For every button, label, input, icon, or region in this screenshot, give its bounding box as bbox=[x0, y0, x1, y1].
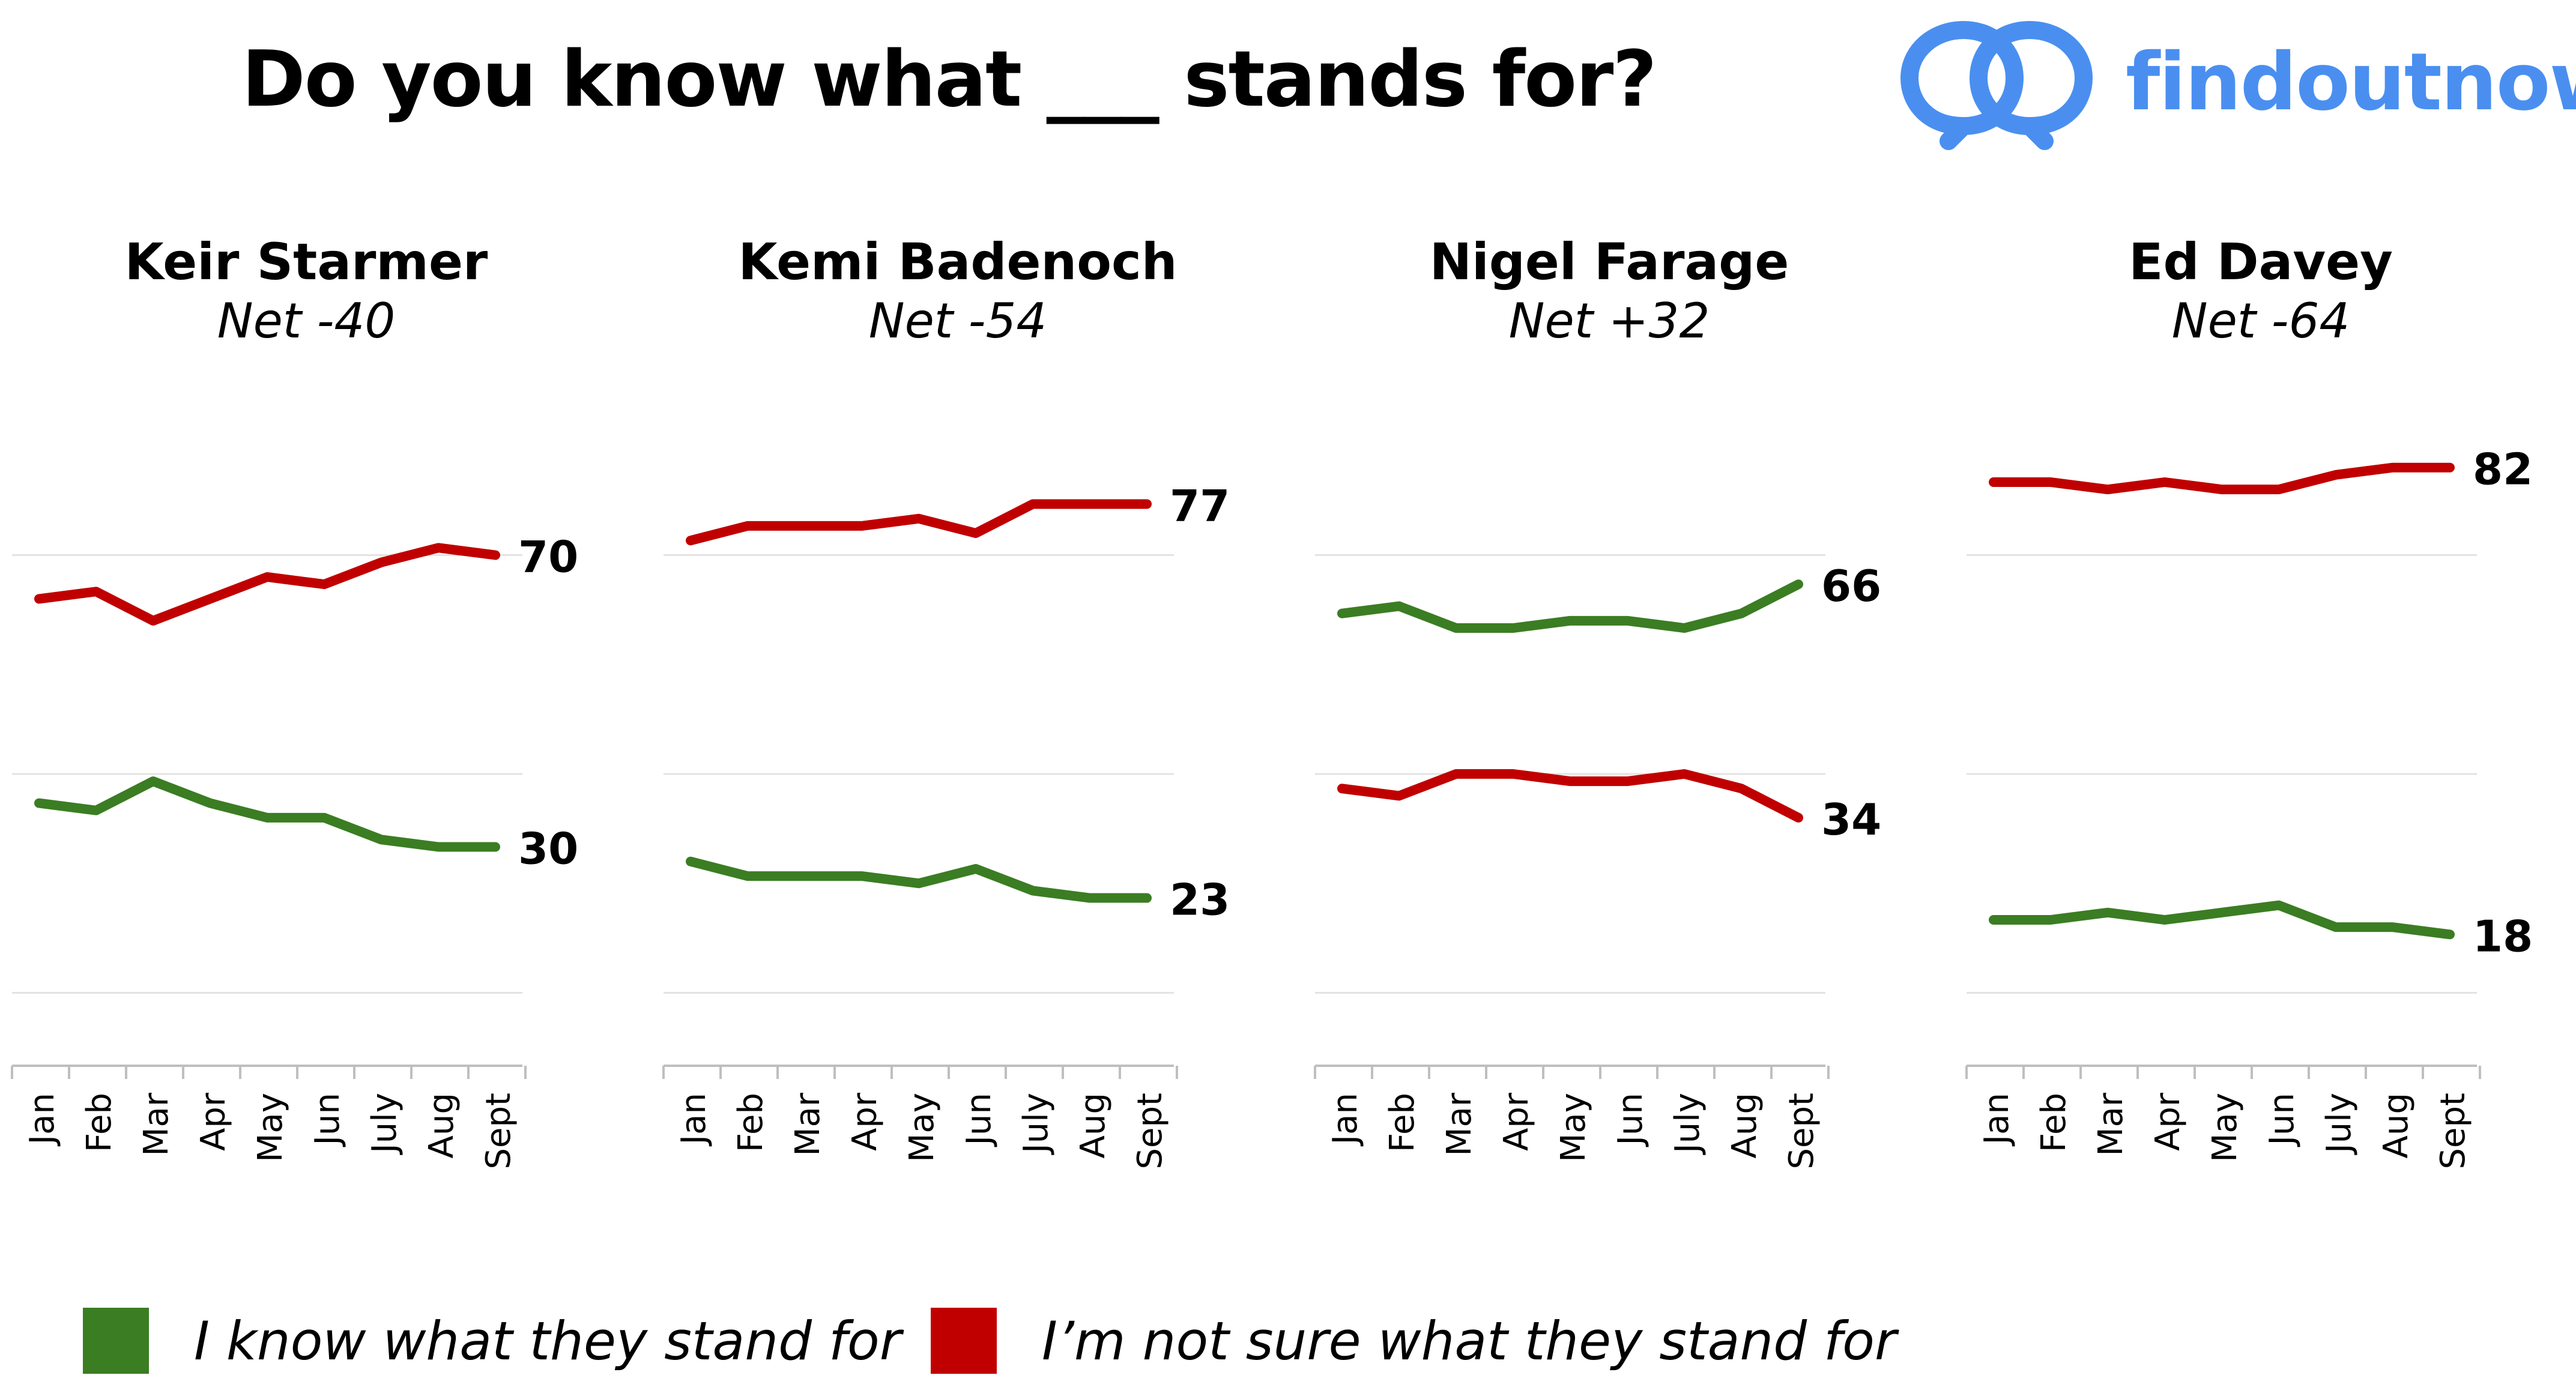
series-line-know bbox=[686, 856, 1152, 903]
x-tick-label: Mar bbox=[2091, 1092, 2130, 1156]
x-tick-label: Feb bbox=[80, 1093, 119, 1152]
x-tick-label: Feb bbox=[731, 1093, 770, 1152]
x-tick-label: Feb bbox=[2034, 1093, 2073, 1152]
chart-title: Nigel Farage bbox=[1430, 232, 1789, 291]
x-tick-label: July bbox=[365, 1093, 404, 1155]
x-tick-label: Jun bbox=[960, 1093, 999, 1147]
x-tick-label: May bbox=[2206, 1093, 2245, 1162]
brand-name: findoutnow bbox=[2126, 36, 2576, 128]
chart-subtitle: Net +32 bbox=[1509, 293, 1710, 349]
speech-bubbles-icon bbox=[1900, 21, 2093, 150]
x-tick-label: Mar bbox=[1440, 1092, 1479, 1156]
page-title: Do you know what ___ stands for? bbox=[241, 35, 1657, 124]
data-label: 34 bbox=[1821, 794, 1881, 845]
x-tick-label: Sept bbox=[1782, 1093, 1821, 1170]
x-tick-label: July bbox=[1668, 1093, 1707, 1155]
data-label: 82 bbox=[2473, 444, 2533, 495]
x-tick-label: Apr bbox=[845, 1092, 884, 1151]
chart-subtitle: Net -54 bbox=[869, 293, 1047, 349]
data-label: 23 bbox=[1170, 875, 1230, 925]
x-tick-label: May bbox=[251, 1093, 290, 1162]
x-tick-label: Jun bbox=[1611, 1093, 1650, 1147]
chart-subtitle: Net -64 bbox=[2172, 293, 2350, 349]
data-label: 66 bbox=[1821, 561, 1881, 611]
chart-title: Ed Davey bbox=[2129, 232, 2393, 291]
legend-label-know: I know what they stand for bbox=[194, 1310, 901, 1372]
legend-swatch-not-sure bbox=[931, 1308, 997, 1374]
series-line-know bbox=[34, 776, 500, 852]
series-line-not-sure bbox=[686, 499, 1152, 546]
series-line-know bbox=[1989, 900, 2455, 940]
brand-logo: findoutnow bbox=[1891, 12, 2576, 150]
x-tick-label: Sept bbox=[2434, 1093, 2473, 1170]
legend-item-not-sure: I’m not sure what they stand for bbox=[931, 1308, 1896, 1374]
x-tick-label: Aug bbox=[422, 1093, 461, 1158]
legend-label-not-sure: I’m not sure what they stand for bbox=[1042, 1310, 1897, 1372]
chart-subtitle: Net -40 bbox=[217, 293, 396, 349]
chart-title: Kemi Badenoch bbox=[738, 232, 1177, 291]
series-line-not-sure bbox=[1989, 462, 2455, 495]
x-tick-label: Mar bbox=[137, 1092, 176, 1156]
x-tick-label: Jan bbox=[23, 1093, 62, 1146]
x-tick-label: May bbox=[903, 1093, 942, 1162]
legend: I know what they stand for I’m not sure … bbox=[0, 1297, 2576, 1387]
x-tick-label: Mar bbox=[788, 1092, 827, 1156]
x-tick-label: Jan bbox=[1326, 1093, 1365, 1146]
x-tick-label: Apr bbox=[2148, 1092, 2187, 1151]
x-tick-label: Aug bbox=[1074, 1093, 1113, 1158]
series-line-know bbox=[1337, 579, 1803, 633]
x-tick-label: Feb bbox=[1383, 1093, 1422, 1152]
x-tick-label: Aug bbox=[1725, 1093, 1764, 1158]
x-tick-label: May bbox=[1554, 1093, 1593, 1162]
legend-swatch-know bbox=[83, 1308, 149, 1374]
x-tick-label: July bbox=[1017, 1093, 1056, 1155]
x-tick-label: July bbox=[2320, 1093, 2359, 1155]
series-line-not-sure bbox=[1337, 769, 1803, 823]
series-line-not-sure bbox=[34, 543, 500, 626]
x-tick-label: Jun bbox=[2263, 1093, 2302, 1147]
x-tick-label: Apr bbox=[194, 1092, 233, 1151]
legend-item-know: I know what they stand for bbox=[83, 1308, 901, 1374]
x-tick-label: Jan bbox=[674, 1093, 713, 1146]
x-tick-label: Sept bbox=[1131, 1093, 1170, 1170]
x-tick-label: Jun bbox=[308, 1093, 347, 1147]
data-label: 18 bbox=[2473, 911, 2533, 961]
chart-title: Keir Starmer bbox=[125, 232, 488, 291]
x-tick-label: Apr bbox=[1497, 1092, 1536, 1151]
data-label: 77 bbox=[1170, 480, 1230, 531]
x-tick-label: Aug bbox=[2377, 1093, 2416, 1158]
data-label: 70 bbox=[518, 532, 578, 582]
data-label: 30 bbox=[518, 824, 578, 874]
x-tick-label: Jan bbox=[1977, 1093, 2016, 1146]
x-tick-label: Sept bbox=[479, 1093, 518, 1170]
